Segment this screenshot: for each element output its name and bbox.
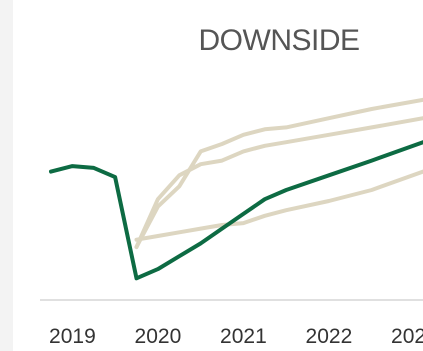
series-line-main — [49, 140, 423, 281]
chart-panel — [13, 0, 423, 351]
x-tick-label-2019: 2019 — [49, 325, 96, 348]
series-line-scenario-2 — [134, 116, 423, 249]
x-tick-label-2021: 2021 — [220, 325, 267, 348]
x-tick-label-2023: 2023 — [391, 325, 423, 348]
x-tick-label-2022: 2022 — [306, 325, 353, 348]
series-line-scenario-1 — [134, 97, 423, 249]
series-layer — [49, 97, 423, 281]
series-line-scenario-3 — [134, 169, 423, 242]
x-tick-labels: 2019 2020 2021 2022 2023 — [49, 325, 423, 348]
chart-title: DOWNSIDE — [199, 24, 360, 57]
x-tick-label-2020: 2020 — [135, 325, 182, 348]
